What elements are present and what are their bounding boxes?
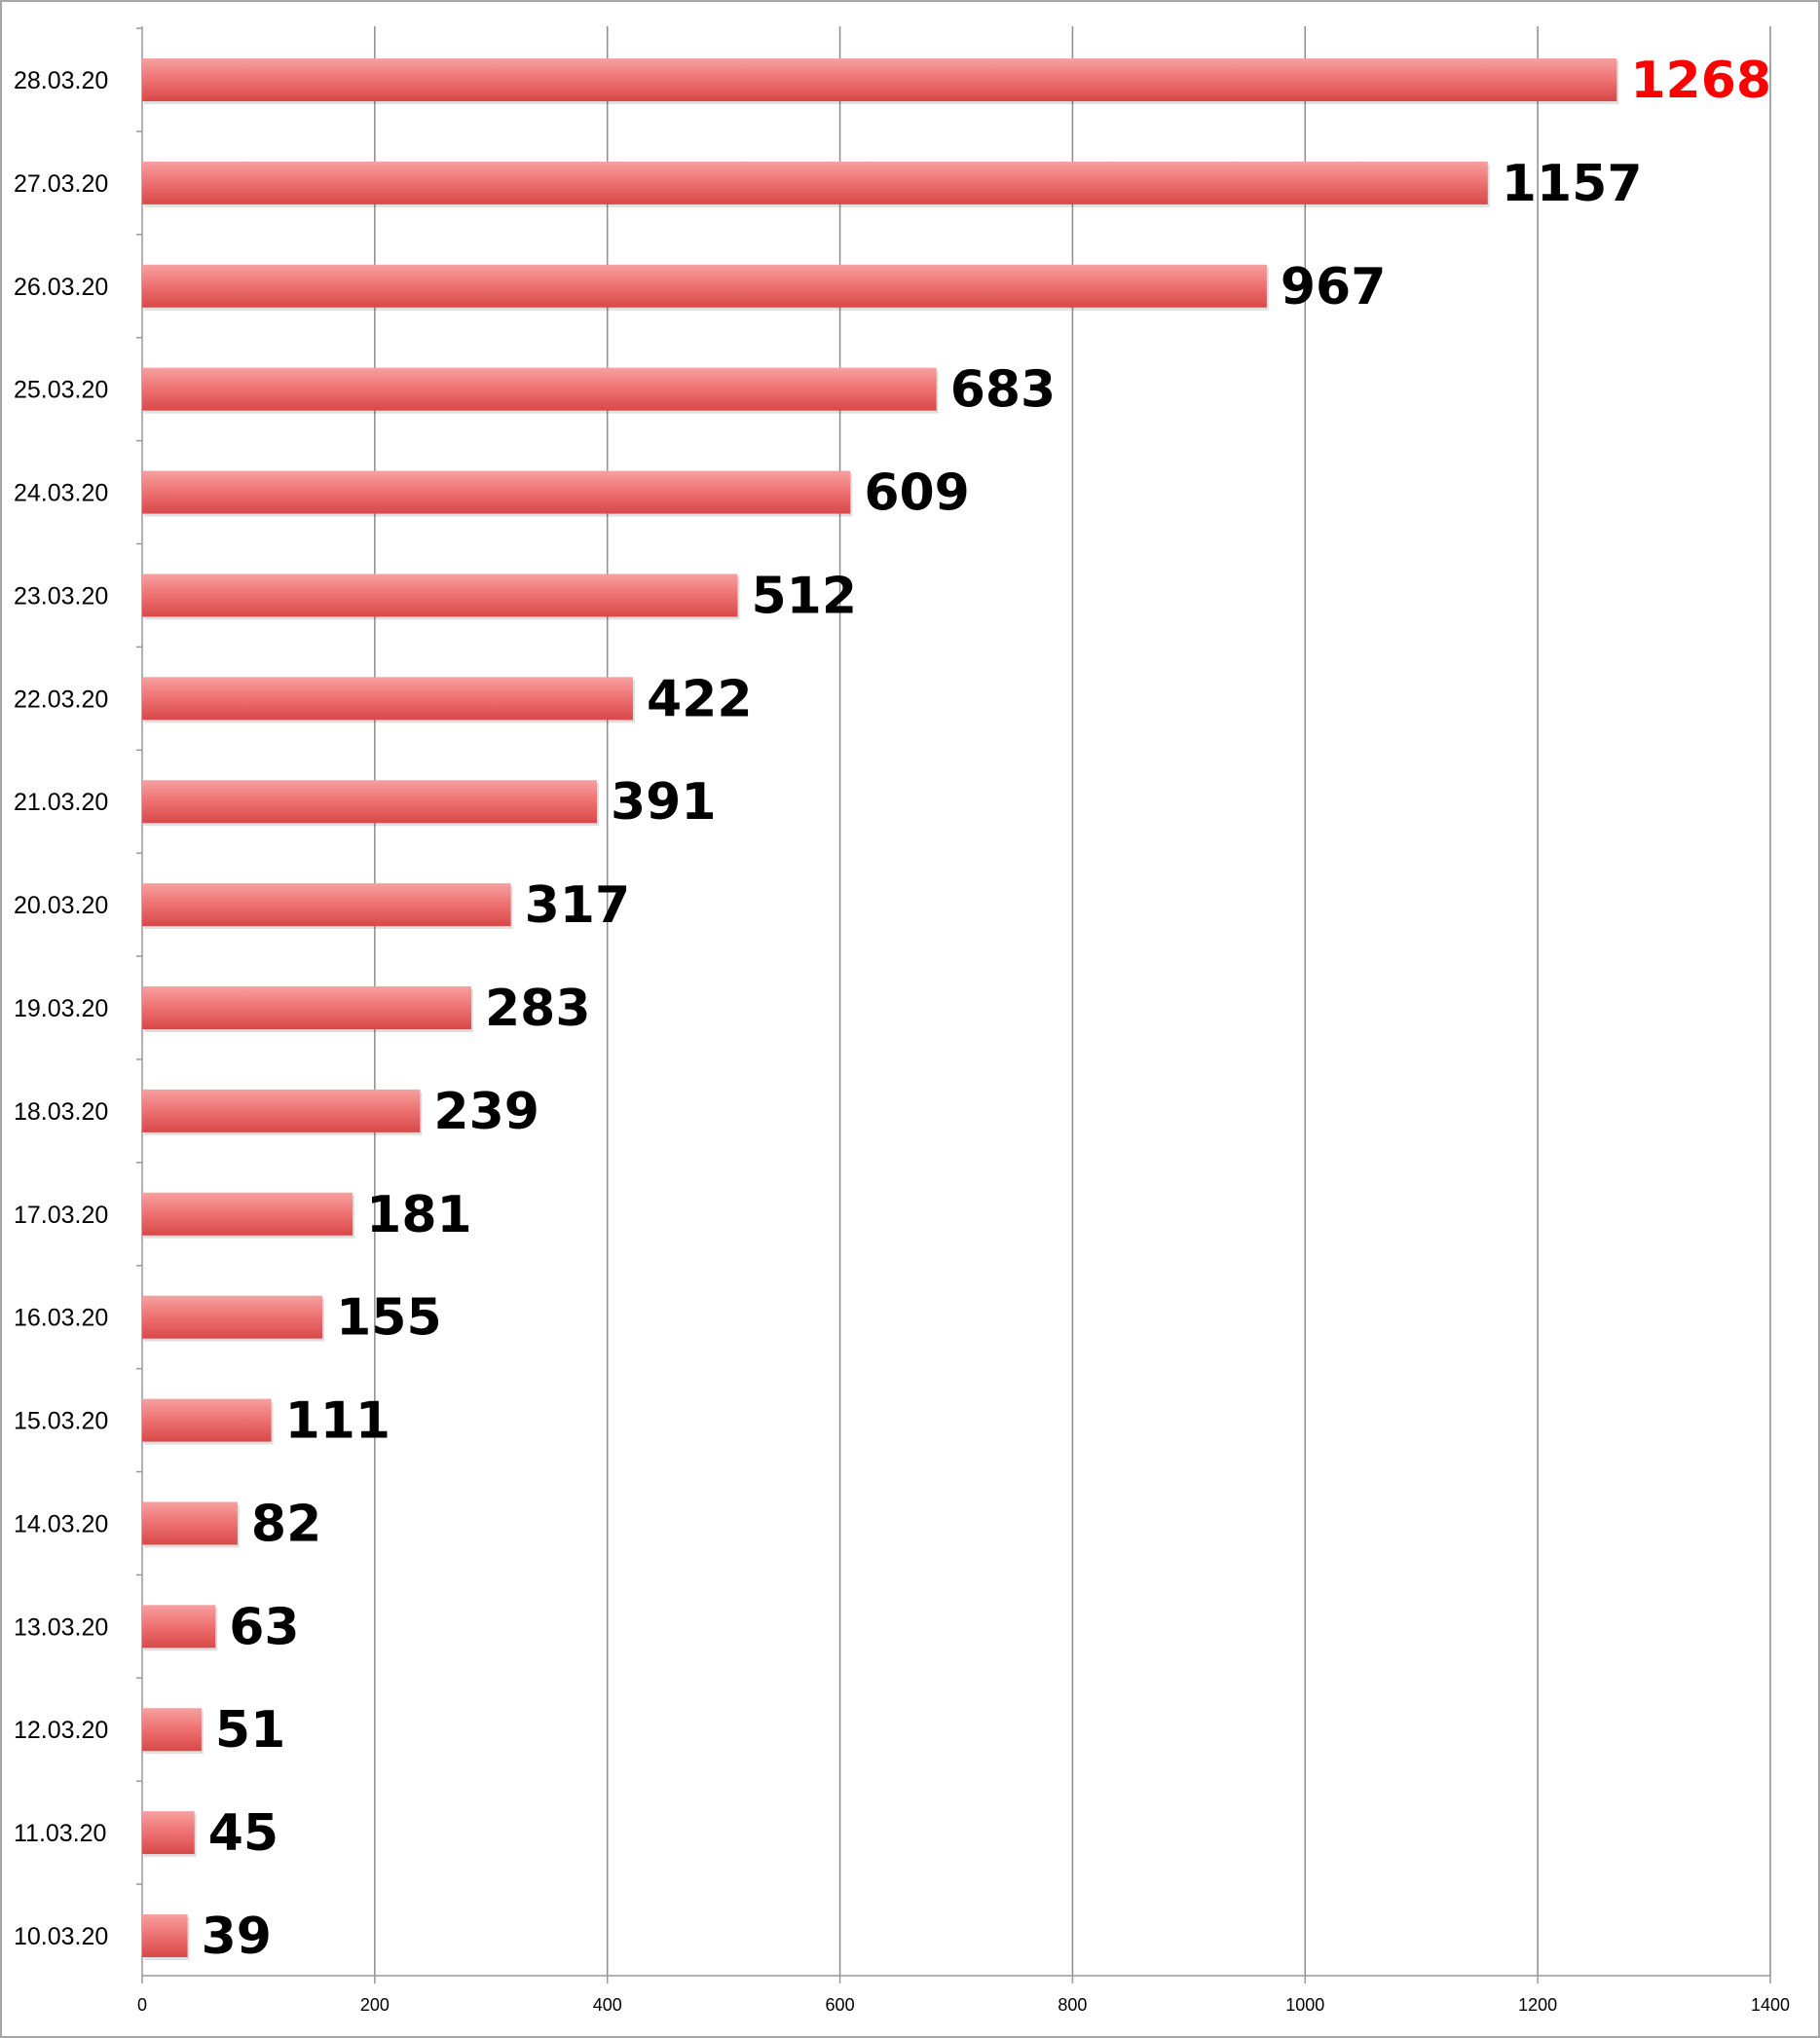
data-label: 1268 xyxy=(1630,52,1771,110)
category-label: 18.03.20 xyxy=(14,1098,108,1126)
category-label: 28.03.20 xyxy=(14,67,108,94)
axes: 0 200 400 600 800 1000 1200 1400 xyxy=(136,26,1790,2015)
x-tick-label: 400 xyxy=(593,1995,622,2015)
category-label: 11.03.20 xyxy=(14,1820,106,1847)
bar-11.03.20 xyxy=(142,1811,195,1855)
bars xyxy=(142,58,1619,1960)
category-label: 21.03.20 xyxy=(14,789,108,816)
bar-14.03.20 xyxy=(142,1501,238,1545)
data-label: 283 xyxy=(485,980,591,1038)
bar-22.03.20 xyxy=(142,677,633,721)
category-label: 16.03.20 xyxy=(14,1305,108,1332)
data-label: 239 xyxy=(433,1083,539,1141)
bar-12.03.20 xyxy=(142,1708,202,1752)
data-label: 45 xyxy=(208,1804,279,1863)
x-tick-label: 1000 xyxy=(1285,1995,1324,2015)
category-label: 27.03.20 xyxy=(14,170,108,198)
bar-25.03.20 xyxy=(142,367,937,411)
category-label: 14.03.20 xyxy=(14,1510,108,1538)
data-label: 1157 xyxy=(1502,155,1643,213)
bar-24.03.20 xyxy=(142,470,851,514)
data-label: 609 xyxy=(864,464,970,523)
category-label: 25.03.20 xyxy=(14,377,108,404)
data-label: 63 xyxy=(229,1598,299,1656)
bar-28.03.20 xyxy=(142,58,1617,101)
bar-27.03.20 xyxy=(142,161,1488,204)
category-label: 15.03.20 xyxy=(14,1408,108,1435)
x-tick-label: 800 xyxy=(1058,1995,1087,2015)
data-label: 391 xyxy=(611,773,717,832)
x-tick-label: 600 xyxy=(826,1995,855,2015)
x-tick-label: 1200 xyxy=(1518,1995,1557,2015)
category-label: 20.03.20 xyxy=(14,892,108,919)
data-label: 111 xyxy=(285,1392,391,1451)
data-label: 512 xyxy=(751,567,857,625)
category-label: 10.03.20 xyxy=(14,1923,108,1950)
bar-18.03.20 xyxy=(142,1089,421,1132)
data-label: 967 xyxy=(1281,258,1387,316)
bar-26.03.20 xyxy=(142,264,1267,308)
category-label: 17.03.20 xyxy=(14,1202,108,1229)
bar-10.03.20 xyxy=(142,1914,188,1957)
category-label: 13.03.20 xyxy=(14,1613,108,1641)
category-label: 22.03.20 xyxy=(14,686,108,713)
gridlines xyxy=(374,26,1771,1976)
category-label: 12.03.20 xyxy=(14,1717,108,1744)
bar-17.03.20 xyxy=(142,1192,353,1236)
bar-16.03.20 xyxy=(142,1295,323,1339)
bar-19.03.20 xyxy=(142,986,471,1029)
bar-21.03.20 xyxy=(142,780,597,824)
bar-23.03.20 xyxy=(142,574,738,617)
bar-15.03.20 xyxy=(142,1398,272,1442)
x-tick-label: 200 xyxy=(360,1995,390,2015)
category-label: 23.03.20 xyxy=(14,582,108,610)
x-tick-label: 0 xyxy=(137,1995,147,2015)
category-label: 26.03.20 xyxy=(14,274,108,301)
labels: 10.03.20 39 11.03.20 45 12.03.20 51 13.03.20 63… xyxy=(14,52,1771,1966)
category-label: 24.03.20 xyxy=(14,480,108,507)
data-label: 317 xyxy=(525,876,631,935)
data-label: 82 xyxy=(251,1495,321,1553)
data-label: 683 xyxy=(950,361,1057,420)
bar-13.03.20 xyxy=(142,1605,216,1649)
data-label: 39 xyxy=(202,1908,272,1966)
bar-20.03.20 xyxy=(142,883,511,927)
category-label: 19.03.20 xyxy=(14,995,108,1022)
x-tick-label: 1400 xyxy=(1751,1995,1790,2015)
data-label: 51 xyxy=(215,1701,285,1760)
data-label: 181 xyxy=(366,1186,472,1244)
data-label: 422 xyxy=(647,670,753,728)
data-label: 155 xyxy=(336,1289,442,1348)
